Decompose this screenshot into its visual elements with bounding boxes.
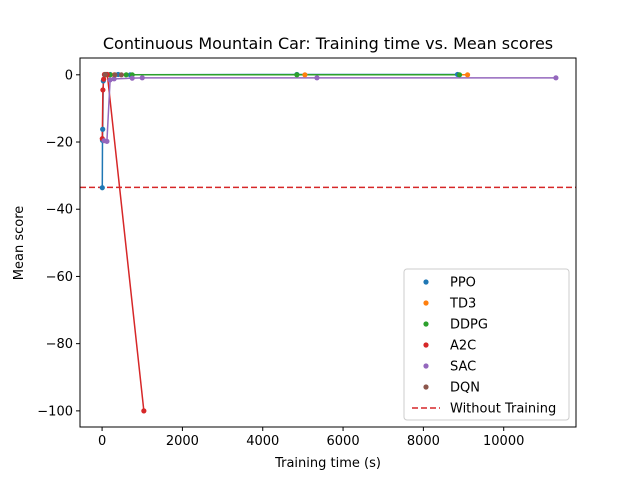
data-point-sac xyxy=(139,75,145,81)
legend: PPO TD3 DDPG A2C SAC DQN Without Training xyxy=(403,268,570,421)
data-point-sac xyxy=(129,75,135,81)
data-point-td3 xyxy=(464,72,471,78)
x-axis: 0 2000 4000 6000 8000 10000 xyxy=(98,427,524,449)
data-point-td3 xyxy=(302,72,308,78)
data-point-ddpg xyxy=(294,72,300,78)
data-point-a2c xyxy=(141,408,147,414)
data-point-ppo xyxy=(100,126,106,132)
legend-label: PPO xyxy=(450,276,476,291)
chart-title: Continuous Mountain Car: Training time v… xyxy=(103,34,553,53)
x-tick-label: 6000 xyxy=(327,434,360,449)
data-point-sac xyxy=(104,138,110,144)
axes-frame xyxy=(79,57,577,428)
y-axis: 0 −20 −40 −60 −80 −100 xyxy=(37,68,80,419)
legend-box xyxy=(403,268,570,421)
series-line-sac xyxy=(103,77,556,143)
legend-label: TD3 xyxy=(449,297,476,312)
x-tick-label: 0 xyxy=(98,434,106,449)
x-tick-label: 10000 xyxy=(483,434,524,449)
data-point-dqn xyxy=(102,71,108,78)
y-tick-label: −100 xyxy=(37,404,73,419)
data-point-a2c xyxy=(100,87,106,93)
y-tick-label: −60 xyxy=(46,270,73,285)
data-point-dqn xyxy=(112,72,118,78)
data-point-sac xyxy=(111,76,117,82)
legend-marker-sac xyxy=(423,363,429,369)
x-tick-label: 8000 xyxy=(407,434,440,449)
data-point-sac xyxy=(107,77,113,83)
legend-marker-ddpg xyxy=(423,321,429,327)
data-point-a2c xyxy=(101,76,107,82)
plot-area xyxy=(80,71,576,414)
y-tick-label: −20 xyxy=(46,136,73,151)
legend-marker-ppo xyxy=(423,279,429,285)
x-tick-label: 4000 xyxy=(246,434,279,449)
data-point-ddpg xyxy=(456,72,463,78)
x-tick-label: 2000 xyxy=(166,434,199,449)
legend-label: SAC xyxy=(450,360,476,375)
legend-label: A2C xyxy=(450,339,476,354)
legend-label: Without Training xyxy=(450,402,556,417)
legend-label: DDPG xyxy=(450,318,488,333)
legend-marker-td3 xyxy=(423,300,429,306)
x-axis-label: Training time (s) xyxy=(274,456,381,471)
data-point-ppo xyxy=(99,185,105,191)
y-tick-label: −40 xyxy=(46,203,73,218)
legend-label: DQN xyxy=(450,381,480,396)
series-line-a2c xyxy=(101,73,145,411)
data-point-sac xyxy=(553,75,559,81)
data-point-dqn xyxy=(118,72,124,78)
legend-marker-dqn xyxy=(423,384,429,390)
legend-marker-a2c xyxy=(423,342,429,348)
data-point-ddpg xyxy=(123,72,129,78)
series-line-ppo xyxy=(101,73,458,188)
data-point-sac xyxy=(314,75,320,81)
y-tick-label: −80 xyxy=(46,337,73,352)
y-tick-label: 0 xyxy=(65,68,73,83)
y-axis-label: Mean score xyxy=(12,206,27,280)
